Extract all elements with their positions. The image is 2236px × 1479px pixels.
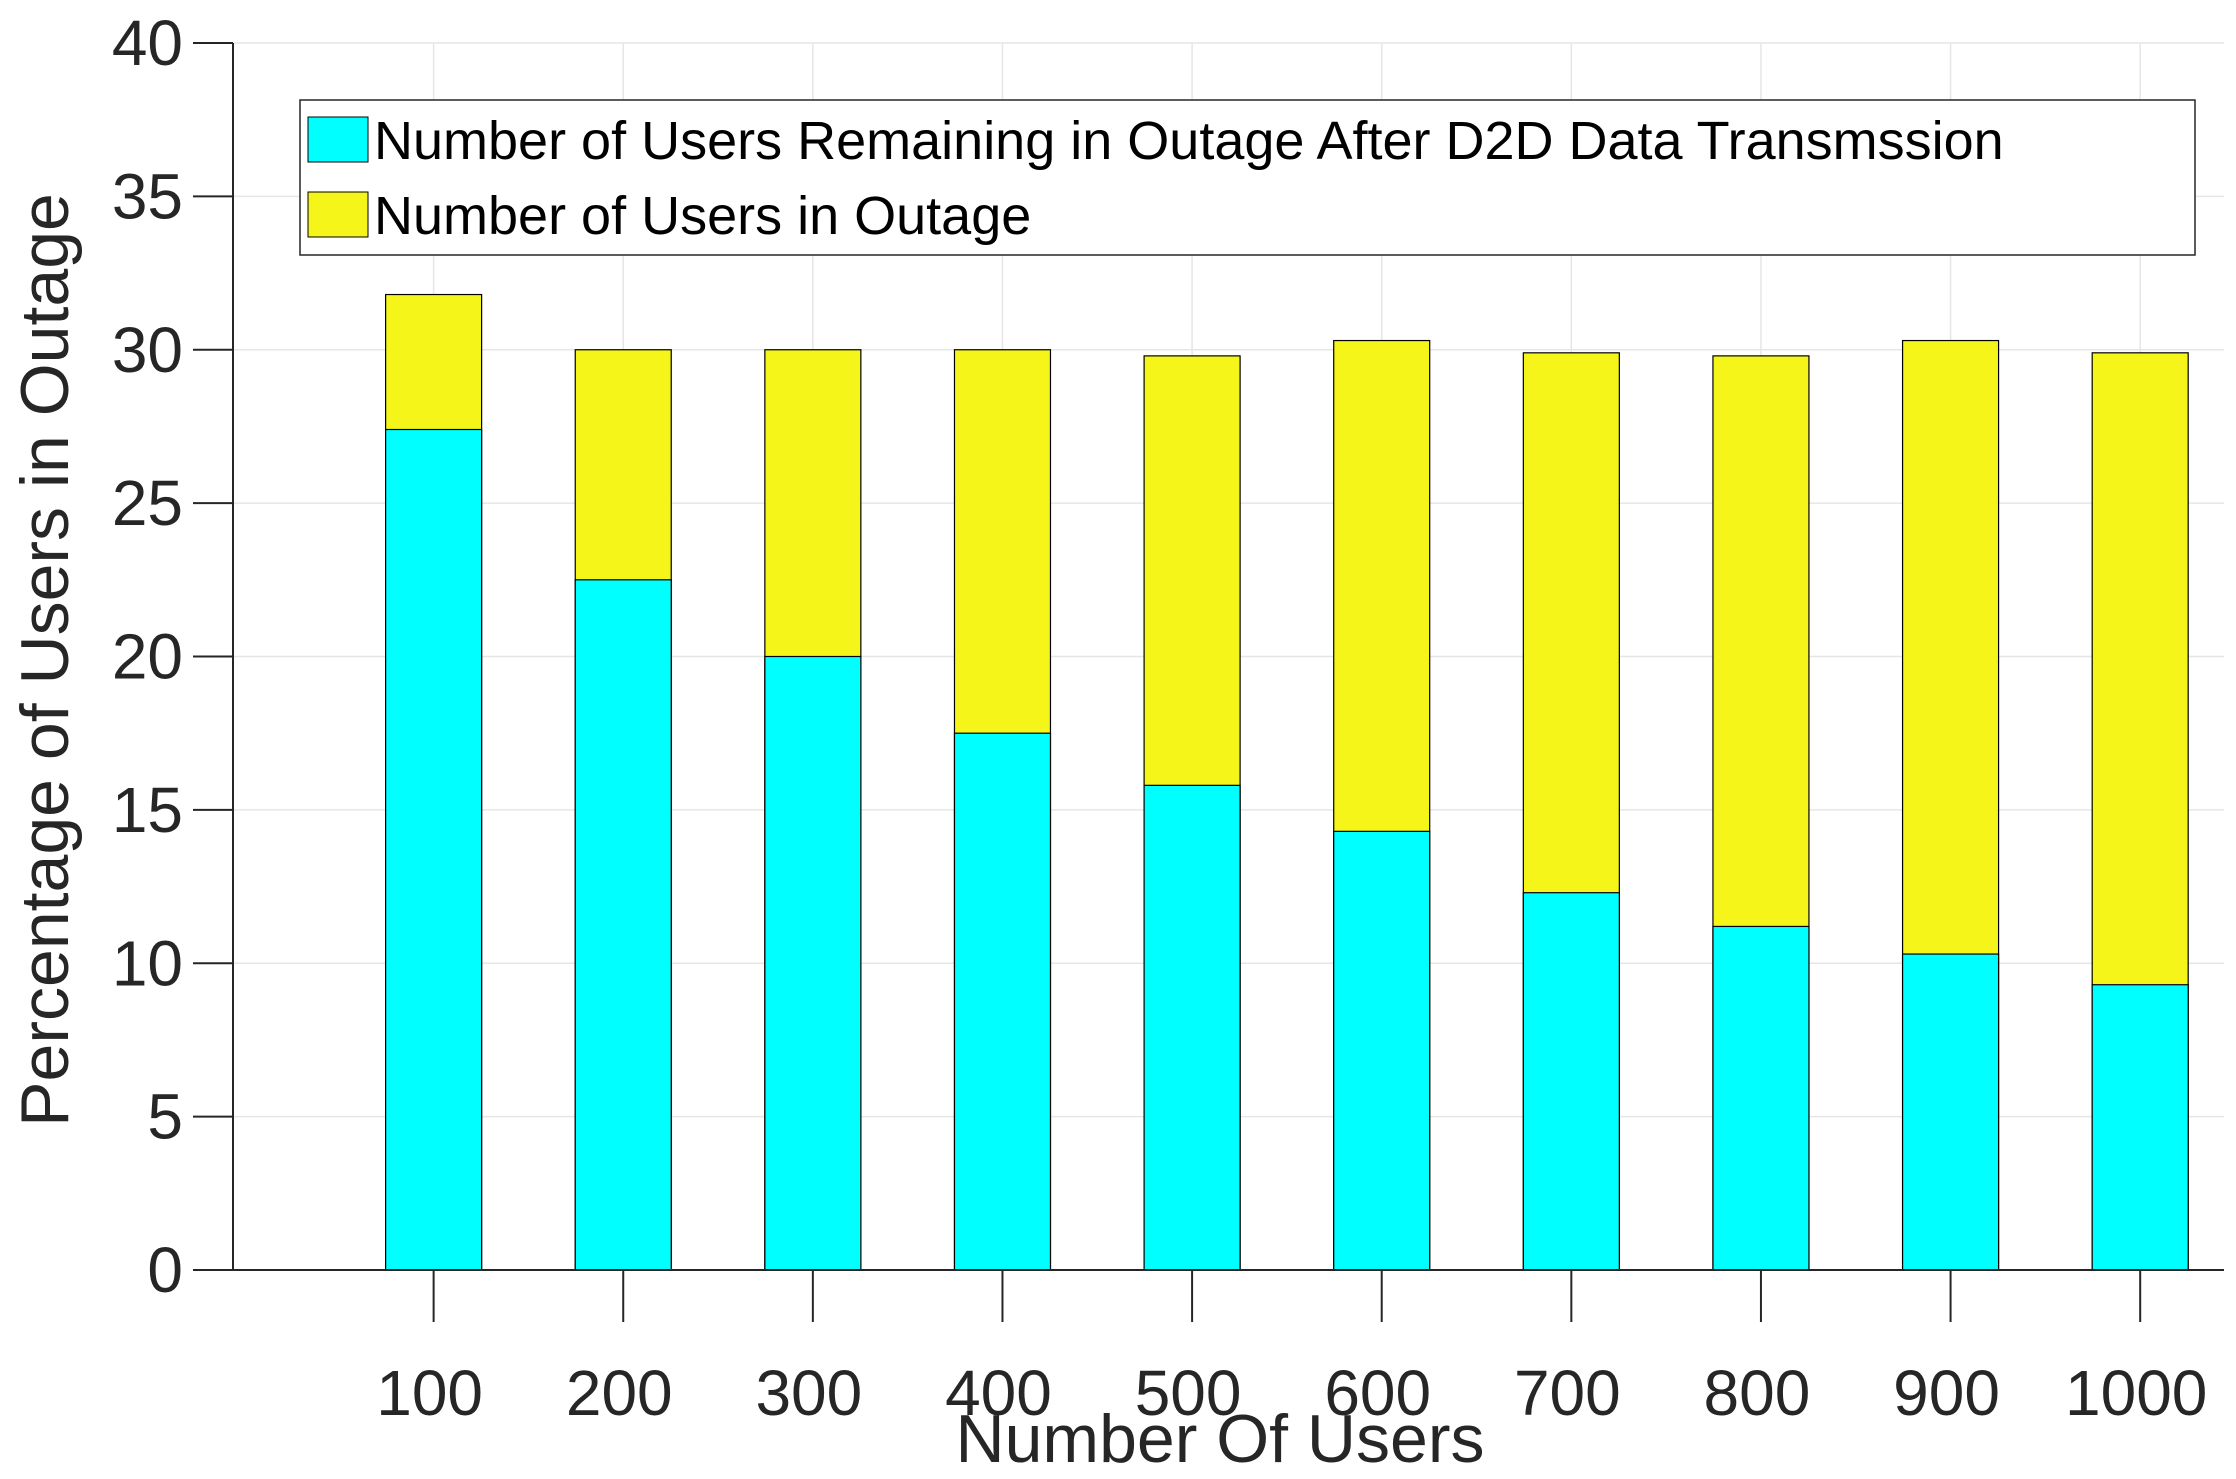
y-tick-label: 15 — [112, 774, 183, 846]
axis-layer: 0 5 10 15 20 25 30 35 40 100 200 300 400 500 600 700 800… — [112, 7, 2224, 1429]
bar-users-remaining-in-outage — [1333, 830, 1431, 1271]
y-tick-label: 25 — [112, 467, 183, 539]
x-tick-label: 500 — [1135, 1357, 1242, 1429]
bar-users-remaining-in-outage — [764, 655, 862, 1271]
bars-layer — [385, 293, 2189, 1271]
y-axis-label: Percentage of Users in Outage — [7, 193, 83, 1127]
legend-box — [299, 99, 2196, 256]
y-tick-label: 40 — [112, 7, 183, 79]
x-axis-label: Number Of Users — [956, 1401, 1485, 1477]
y-tick-label: 30 — [112, 314, 183, 386]
bar-users-remaining-in-outage — [1901, 953, 2000, 1271]
y-tick-label: 0 — [147, 1234, 183, 1306]
bar-users-remaining-in-outage — [1522, 892, 1620, 1271]
bar-users-remaining-in-outage — [1712, 925, 1810, 1271]
y-tick-label: 35 — [112, 160, 183, 232]
bar-users-remaining-in-outage — [2091, 984, 2189, 1271]
x-tick-label: 1000 — [2065, 1357, 2207, 1429]
y-tick-label: 10 — [112, 927, 183, 999]
x-tick-label: 600 — [1324, 1357, 1431, 1429]
bar-users-remaining-in-outage — [574, 579, 672, 1271]
x-tick-label: 800 — [1704, 1357, 1811, 1429]
y-tick-label: 20 — [112, 621, 183, 693]
y-tick-label: 5 — [147, 1081, 183, 1153]
x-tick-label: 400 — [945, 1357, 1052, 1429]
x-tick-label: 300 — [755, 1357, 862, 1429]
x-tick-label: 900 — [1893, 1357, 2000, 1429]
legend-swatch-remaining — [307, 116, 369, 163]
legend-entry-outage: Number of Users in Outage — [374, 186, 1031, 246]
bar-users-remaining-in-outage — [1143, 784, 1241, 1271]
x-tick-label: 700 — [1514, 1357, 1621, 1429]
legend: Number of Users Remaining in Outage Afte… — [299, 99, 2196, 256]
legend-swatch-outage — [307, 191, 369, 238]
x-tick-label: 200 — [566, 1357, 673, 1429]
x-tick-label: 100 — [376, 1357, 483, 1429]
legend-entry-remaining: Number of Users Remaining in Outage Afte… — [374, 111, 2004, 171]
bar-users-remaining-in-outage — [953, 732, 1052, 1271]
bar-users-remaining-in-outage — [385, 428, 483, 1271]
